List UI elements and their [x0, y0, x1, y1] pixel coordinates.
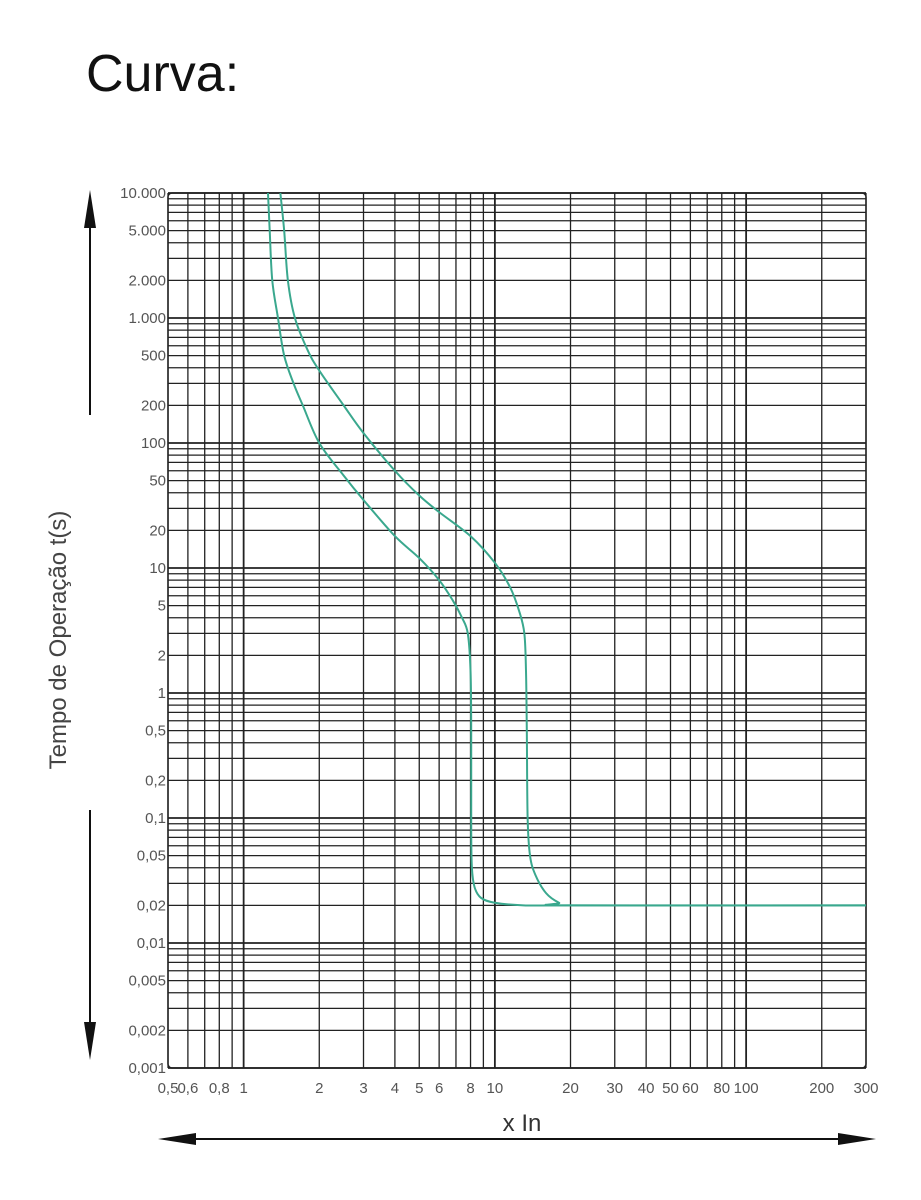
y-tick-label: 0,2 [145, 772, 166, 789]
y-tick-label: 2.000 [128, 272, 166, 289]
x-tick-label: 300 [853, 1080, 878, 1097]
x-tick-label: 30 [606, 1080, 623, 1097]
y-tick-label: 20 [149, 522, 166, 539]
x-tick-label: 20 [562, 1080, 579, 1097]
y-tick-label: 5.000 [128, 223, 166, 240]
x-tick-label: 200 [809, 1080, 834, 1097]
x-tick-label: 50 [662, 1080, 679, 1097]
x-axis-arrow [158, 1133, 876, 1145]
page-title: Curva: [86, 45, 240, 103]
y-tick-label: 10 [149, 560, 166, 577]
y-tick-label: 0,1 [145, 810, 166, 827]
x-tick-label: 0,6 [177, 1080, 198, 1097]
x-tick-label: 0,5 [158, 1080, 179, 1097]
x-tick-label: 1 [239, 1080, 247, 1097]
y-tick-label: 1 [158, 685, 166, 702]
plot-frame [167, 192, 867, 1069]
x-tick-label: 80 [713, 1080, 730, 1097]
curve-upper-limit [279, 192, 867, 907]
y-tick-label: 1.000 [128, 310, 166, 327]
y-tick-label: 200 [141, 397, 166, 414]
x-tick-label: 100 [734, 1080, 759, 1097]
x-tick-label: 2 [315, 1080, 323, 1097]
x-tick-label: 5 [415, 1080, 423, 1097]
y-tick-label: 2 [158, 647, 166, 664]
x-tick-label: 8 [466, 1080, 474, 1097]
y-tick-label: 50 [149, 473, 166, 490]
y-tick-label: 0,05 [137, 848, 166, 865]
y-tick-label: 0,001 [128, 1060, 166, 1077]
y-tick-label: 0,01 [137, 935, 166, 952]
x-tick-label: 6 [435, 1080, 443, 1097]
curve-lower-limit [266, 192, 866, 907]
y-axis-arrow [84, 190, 96, 1060]
x-tick-label: 3 [359, 1080, 367, 1097]
y-tick-label: 0,005 [128, 973, 166, 990]
y-tick-label: 5 [158, 598, 166, 615]
y-tick-label: 100 [141, 435, 166, 452]
y-tick-label: 10.000 [120, 185, 166, 202]
x-tick-label: 10 [487, 1080, 504, 1097]
y-tick-label: 0,002 [128, 1022, 166, 1039]
tick-labels: 0,5 0,6 0,8 1 2 3 4 5 6 8 10 20 30 40 50 60 80 100 200 3001… [120, 185, 878, 1097]
y-tick-label: 0,02 [137, 897, 166, 914]
x-tick-label: 40 [638, 1080, 655, 1097]
x-tick-label: 60 [682, 1080, 699, 1097]
y-tick-label: 0,5 [145, 723, 166, 740]
x-tick-label: 4 [391, 1080, 399, 1097]
y-tick-label: 500 [141, 348, 166, 365]
curves [266, 192, 867, 907]
x-axis-label: x In [503, 1110, 542, 1137]
y-axis-label: Tempo de Operação t(s) [45, 511, 72, 770]
grid [167, 192, 867, 1069]
x-tick-label: 0,8 [209, 1080, 230, 1097]
